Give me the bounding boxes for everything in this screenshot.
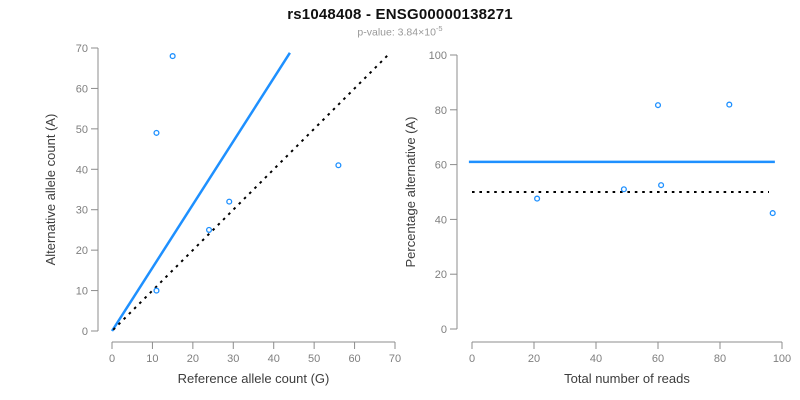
identity-line [112,54,389,331]
p-value-subtitle: p-value: 3.84×10-5 [0,24,800,39]
y-tick-label: 30 [76,205,88,217]
x-tick-label: 60 [348,353,360,365]
y-tick-label: 20 [435,269,447,281]
x-tick-label: 20 [187,353,199,365]
data-point [620,186,627,193]
x-tick-label: 60 [652,353,664,365]
data-point [335,162,342,169]
data-point [169,53,176,60]
x-tick-label: 40 [268,353,280,365]
x-tick-label: 100 [773,353,791,365]
x-tick-label: 30 [227,353,239,365]
data-point [658,182,665,189]
x-tick-label: 10 [146,353,158,365]
y-axis: 0 20 40 60 80 100 [429,50,458,336]
x-tick-label: 80 [714,353,726,365]
data-point [534,195,541,202]
y-tick-label: 40 [435,214,447,226]
y-tick-label: 100 [429,50,447,62]
figure-title: rs1048408 - ENSG00000138271 [287,6,513,23]
p-value-exponent: -5 [435,24,443,33]
p-value-text: p-value: 3.84×10 [357,26,436,39]
y-axis: 0 10 20 30 40 50 60 70 [76,43,99,338]
x-axis: 0 20 40 60 80 100 [469,341,791,365]
y-tick-label: 0 [441,324,447,336]
x-tick-label: 0 [109,353,115,365]
y-tick-label: 50 [76,124,88,136]
x-tick-label: 20 [528,353,540,365]
data-points [153,53,342,294]
y-tick-label: 60 [435,160,447,172]
left-plot-panel: 0 10 20 30 40 50 60 70 0 10 20 30 40 50 60 70 Reference … [43,43,401,386]
x-tick-label: 40 [590,353,602,365]
data-point [153,287,160,294]
data-points [534,101,776,217]
y-axis-title: Alternative allele count (A) [43,114,58,266]
x-tick-label: 70 [389,353,401,365]
y-tick-label: 40 [76,164,88,176]
y-tick-label: 60 [76,83,88,95]
data-point [226,198,233,205]
data-point [769,210,776,217]
data-point [153,129,160,136]
y-axis-title: Percentage alternative (A) [403,116,418,267]
data-point [654,102,662,109]
right-plot-panel: 0 20 40 60 80 100 0 20 40 60 80 100 Total number of … [403,50,791,386]
y-tick-label: 20 [76,245,88,257]
x-tick-label: 0 [469,353,475,365]
y-tick-label: 10 [76,286,88,298]
fitted-ratio-line [110,52,291,332]
data-point [205,226,213,233]
x-axis-title: Total number of reads [564,371,690,386]
y-tick-label: 80 [435,105,447,117]
y-tick-label: 70 [76,43,88,55]
x-tick-label: 50 [308,353,320,365]
y-tick-label: 0 [82,326,88,338]
x-axis-title: Reference allele count (G) [178,371,330,386]
data-point [726,101,733,108]
x-axis: 0 10 20 30 40 50 60 70 [109,341,401,365]
